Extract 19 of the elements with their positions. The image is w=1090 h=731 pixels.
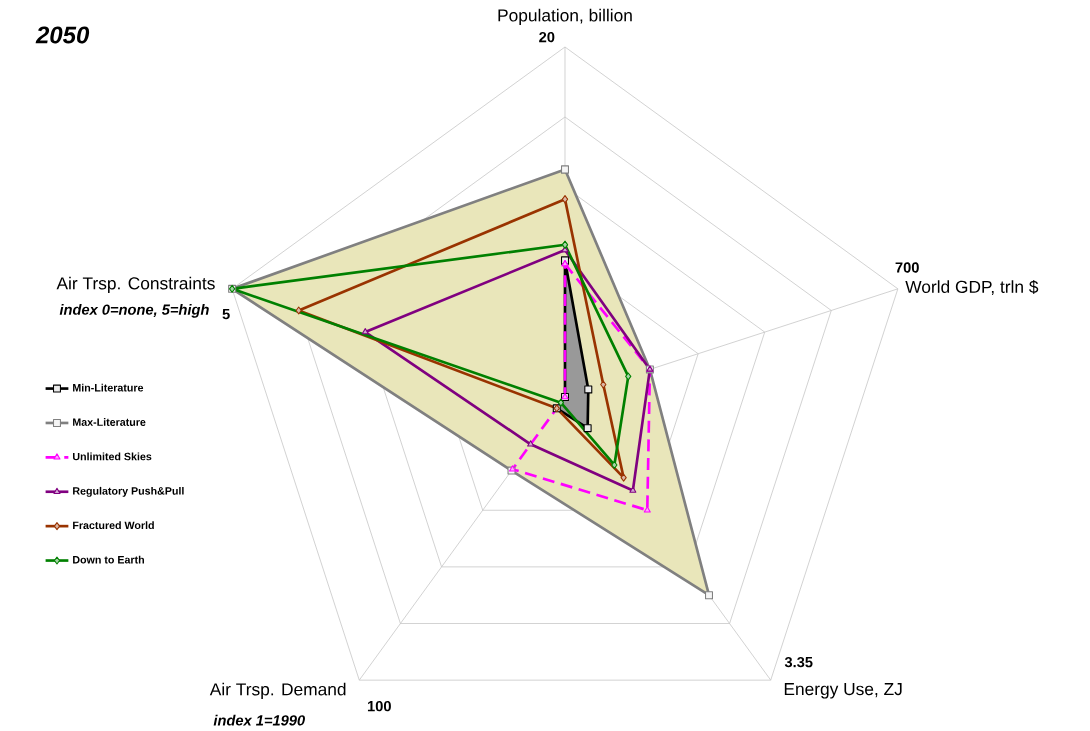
text: 20 [539, 31, 555, 43]
spoke-label: Air Trsp. Demand [209, 682, 346, 699]
spoke-label: Air Trsp. Constraints [56, 276, 215, 293]
text: 3.35 [784, 656, 813, 668]
spoke-label: Energy Use, ZJ [784, 683, 902, 699]
text: 2050 [35, 26, 90, 44]
spoke-label: World GDP, trln $ [905, 279, 1039, 296]
legend-label: Regulatory Push&Pull [73, 486, 184, 497]
spoke-label: Population, billion [498, 8, 632, 25]
legend-label: Down to Earth [73, 555, 144, 564]
legend-label: Max-Literature [73, 418, 146, 426]
text: 5 [222, 309, 230, 320]
legend-label: Unlimited Skies [73, 452, 152, 461]
text: 700 [895, 262, 919, 273]
text: 100 [367, 700, 391, 712]
legend-label: Min-Literature [73, 383, 144, 392]
legend-label: Fractured World [73, 521, 154, 530]
text: index 1=1990 [213, 714, 305, 726]
text: index 0=none, 5=high [59, 304, 209, 318]
